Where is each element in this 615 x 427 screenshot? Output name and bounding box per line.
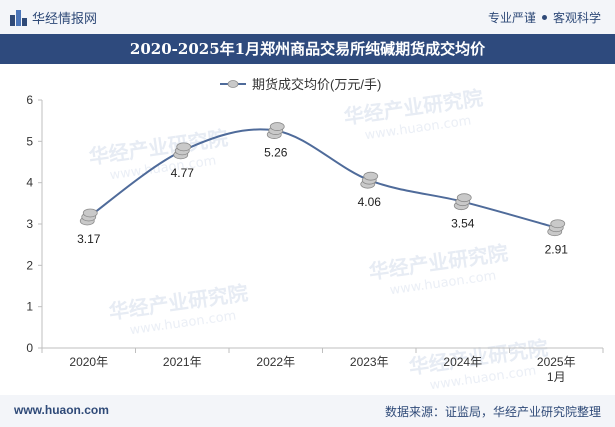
footer-source: 数据来源：证监局，华经产业研究院整理 (384, 405, 601, 419)
footer-url: www.huaon.com (14, 403, 109, 417)
data-point (266, 122, 285, 139)
y-tick-label: 1 (26, 300, 33, 314)
y-tick-label: 5 (26, 134, 33, 148)
brand-name: 华经情报网 (32, 11, 98, 26)
data-point (173, 142, 192, 160)
tagline: 专业严谨 客观科学 (488, 9, 601, 26)
tagline-1: 专业严谨 (487, 11, 536, 25)
x-tick-label: 2022年 (256, 355, 295, 369)
data-point (453, 193, 472, 211)
data-point (79, 208, 98, 226)
x-tick-label: 1月 (547, 370, 566, 384)
tagline-2: 客观科学 (552, 11, 601, 25)
brand: 华经情报网 (10, 8, 97, 27)
legend-label: 期货成交均价(万元/手) (252, 77, 381, 92)
data-point (360, 171, 379, 189)
legend: 期货成交均价(万元/手) (220, 77, 381, 92)
top-bar: 华经情报网 专业严谨 客观科学 (0, 0, 615, 34)
x-tick-label: 2020年 (69, 355, 108, 369)
data-label: 4.06 (358, 195, 382, 209)
coin-marker-icon (269, 122, 285, 131)
bullet-dot-icon (541, 15, 547, 20)
x-tick-label: 2021年 (163, 355, 202, 369)
x-tick-label: 2023年 (350, 355, 389, 369)
plot-area: 3.17 4.77 5.26 4.06 3.54 2.91 (77, 122, 569, 257)
y-tick-label: 4 (26, 176, 33, 190)
y-tick-label: 3 (26, 217, 33, 231)
coin-marker-icon (456, 193, 472, 203)
data-label: 2.91 (545, 243, 569, 257)
coin-marker-icon (176, 142, 192, 152)
coin-marker-icon (550, 219, 566, 229)
footer: www.huaon.com 数据来源：证监局，华经产业研究院整理 (0, 395, 615, 427)
legend-marker-icon (227, 80, 239, 88)
brand-logo-icon (10, 9, 27, 26)
coin-marker-icon (363, 171, 379, 181)
data-label: 3.17 (77, 232, 101, 246)
coin-marker-icon (82, 208, 98, 218)
data-label: 3.54 (451, 217, 475, 231)
y-tick-label: 2 (26, 258, 33, 272)
x-tick-label: 2024年 (443, 355, 482, 369)
x-tick-label: 2025年 (537, 355, 576, 369)
watermark-layer: 华经产业研究院www.huaon.com华经产业研究院www.huaon.com… (87, 86, 549, 394)
y-tick-label: 0 (26, 341, 33, 355)
y-tick-label: 6 (26, 93, 33, 107)
data-label: 5.26 (264, 146, 288, 160)
data-point (547, 219, 566, 237)
axes: 0 1 2 3 4 5 6 2020年 2021年 2022年 2023年 2024年 2025年1月 (26, 93, 604, 384)
line-chart: 华经产业研究院www.huaon.com华经产业研究院www.huaon.com… (26, 77, 604, 394)
data-label: 4.77 (171, 166, 195, 180)
chart-title: 2020-2025年1月郑州商品交易所纯碱期货成交均价 (0, 34, 615, 64)
